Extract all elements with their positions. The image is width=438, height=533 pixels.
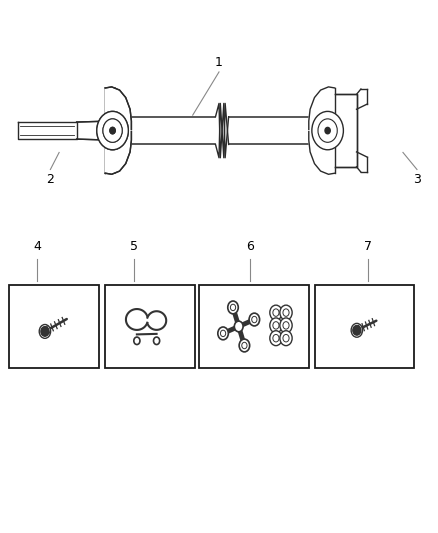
Circle shape: [228, 301, 238, 314]
Circle shape: [153, 337, 159, 344]
Circle shape: [351, 324, 363, 337]
Circle shape: [270, 318, 282, 333]
Text: 7: 7: [364, 240, 372, 253]
Circle shape: [312, 111, 343, 150]
Circle shape: [280, 305, 292, 320]
Circle shape: [220, 330, 226, 336]
Circle shape: [103, 119, 122, 142]
Circle shape: [218, 327, 228, 340]
Circle shape: [270, 305, 282, 320]
Text: 4: 4: [33, 240, 41, 253]
Circle shape: [273, 335, 279, 342]
Circle shape: [239, 339, 250, 352]
Circle shape: [230, 304, 236, 311]
Text: 2: 2: [46, 173, 54, 185]
Circle shape: [39, 325, 51, 338]
Circle shape: [280, 330, 292, 345]
Polygon shape: [106, 87, 131, 174]
Bar: [315, 285, 414, 368]
Bar: [199, 285, 309, 368]
Polygon shape: [335, 86, 370, 175]
Circle shape: [353, 326, 361, 335]
Polygon shape: [106, 87, 131, 174]
Circle shape: [270, 330, 282, 345]
Bar: [105, 285, 195, 368]
Circle shape: [273, 322, 279, 329]
Circle shape: [353, 326, 360, 335]
Text: 1: 1: [215, 56, 223, 69]
Circle shape: [242, 342, 247, 349]
Circle shape: [97, 111, 128, 150]
Circle shape: [42, 327, 49, 336]
Circle shape: [283, 335, 289, 342]
Circle shape: [110, 127, 115, 134]
Circle shape: [283, 322, 289, 329]
Circle shape: [97, 111, 128, 150]
Bar: [9, 285, 99, 368]
Circle shape: [252, 317, 257, 323]
Circle shape: [110, 127, 115, 134]
Text: 3: 3: [413, 173, 421, 185]
Circle shape: [234, 321, 243, 332]
Circle shape: [325, 127, 330, 134]
Polygon shape: [309, 87, 335, 174]
Circle shape: [134, 337, 140, 344]
Circle shape: [318, 119, 337, 142]
Circle shape: [273, 309, 279, 316]
Text: 5: 5: [130, 240, 138, 253]
Circle shape: [283, 309, 289, 316]
Circle shape: [280, 318, 292, 333]
Circle shape: [103, 119, 122, 142]
Text: 6: 6: [246, 240, 254, 253]
Circle shape: [249, 313, 260, 326]
Circle shape: [41, 327, 49, 336]
